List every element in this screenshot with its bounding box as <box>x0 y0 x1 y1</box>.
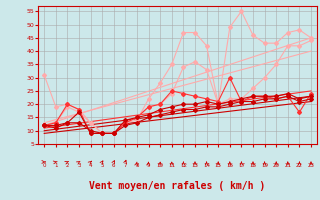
Text: Vent moyen/en rafales ( km/h ): Vent moyen/en rafales ( km/h ) <box>90 181 266 191</box>
